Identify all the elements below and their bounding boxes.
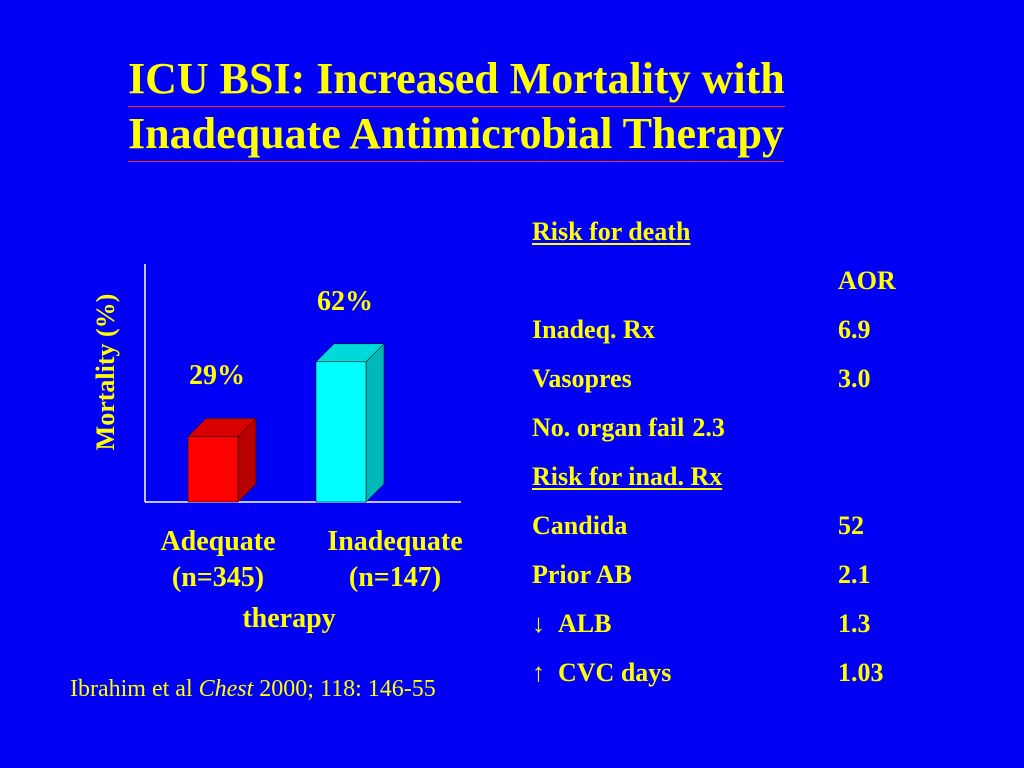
risk-value: 2.1: [838, 560, 871, 589]
risk-label: Prior AB: [532, 560, 632, 589]
risk-value: 1.3: [838, 609, 871, 638]
risk-row-inline: No. organ fail 2.3: [532, 410, 725, 446]
risk-row: Candida 52: [532, 508, 952, 557]
value-label-adequate: 29%: [189, 360, 245, 392]
bar-adequate: [187, 436, 239, 503]
category-label-adequate: Adequate (n=345): [160, 524, 275, 596]
category-label-inadequate: Inadequate (n=147): [327, 524, 462, 596]
up-arrow-icon: ↑: [532, 658, 545, 687]
risk-value: 52: [838, 511, 864, 540]
citation-details: 2000; 118: 146-55: [253, 676, 436, 702]
title-line-1: ICU BSI: Increased Mortality with: [128, 52, 785, 107]
slide-title: ICU BSI: Increased Mortality with Inadeq…: [128, 52, 898, 162]
bar-side-inadequate: [365, 343, 385, 503]
citation: Ibrahim et al Chest 2000; 118: 146-55: [70, 676, 436, 703]
y-axis-label: Mortality (%): [91, 293, 120, 451]
aor-header: AOR: [838, 266, 896, 295]
risk-value: 2.3: [692, 413, 725, 442]
risk-label: Vasopres: [532, 364, 632, 393]
risk-label-group: ↑ CVC days: [532, 655, 671, 691]
risk-row: Vasopres 3.0: [532, 361, 952, 410]
risk-label: CVC days: [558, 658, 672, 687]
category-name: Inadequate: [327, 526, 463, 557]
risk-panel: Risk for death AOR Inadeq. Rx 6.9 Vasopr…: [532, 214, 952, 704]
risk-row: No. organ fail 2.3: [532, 410, 952, 459]
risk-inad-heading-row: Risk for inad. Rx: [532, 459, 952, 508]
title-line-2: Inadequate Antimicrobial Therapy: [128, 107, 785, 162]
category-name: Adequate: [160, 526, 276, 557]
category-count: (n=147): [348, 562, 442, 593]
risk-row: Inadeq. Rx 6.9: [532, 312, 952, 361]
risk-label: Candida: [532, 511, 628, 540]
x-axis-title: therapy: [242, 603, 336, 634]
category-count: (n=345): [171, 562, 265, 593]
risk-death-heading-row: Risk for death: [532, 214, 952, 263]
risk-row: ↑ CVC days 1.03: [532, 655, 952, 704]
citation-journal: Chest: [198, 676, 254, 702]
citation-authors: Ibrahim et al: [70, 676, 199, 702]
risk-row: ↓ ALB 1.3: [532, 606, 952, 655]
risk-label: No. organ fail: [532, 413, 685, 442]
value-label-inadequate: 62%: [317, 285, 373, 317]
risk-label: Inadeq. Rx: [532, 315, 655, 344]
risk-death-heading: Risk for death: [532, 217, 691, 246]
aor-header-row: AOR: [532, 263, 952, 312]
risk-value: 6.9: [838, 315, 871, 344]
risk-inad-heading: Risk for inad. Rx: [532, 462, 723, 491]
risk-value: 1.03: [838, 658, 884, 687]
risk-value: 3.0: [838, 364, 871, 393]
bar-inadequate: [315, 361, 367, 503]
down-arrow-icon: ↓: [532, 609, 545, 638]
risk-row: Prior AB 2.1: [532, 557, 952, 606]
risk-label-group: ↓ ALB: [532, 606, 611, 642]
risk-label: ALB: [558, 609, 612, 638]
